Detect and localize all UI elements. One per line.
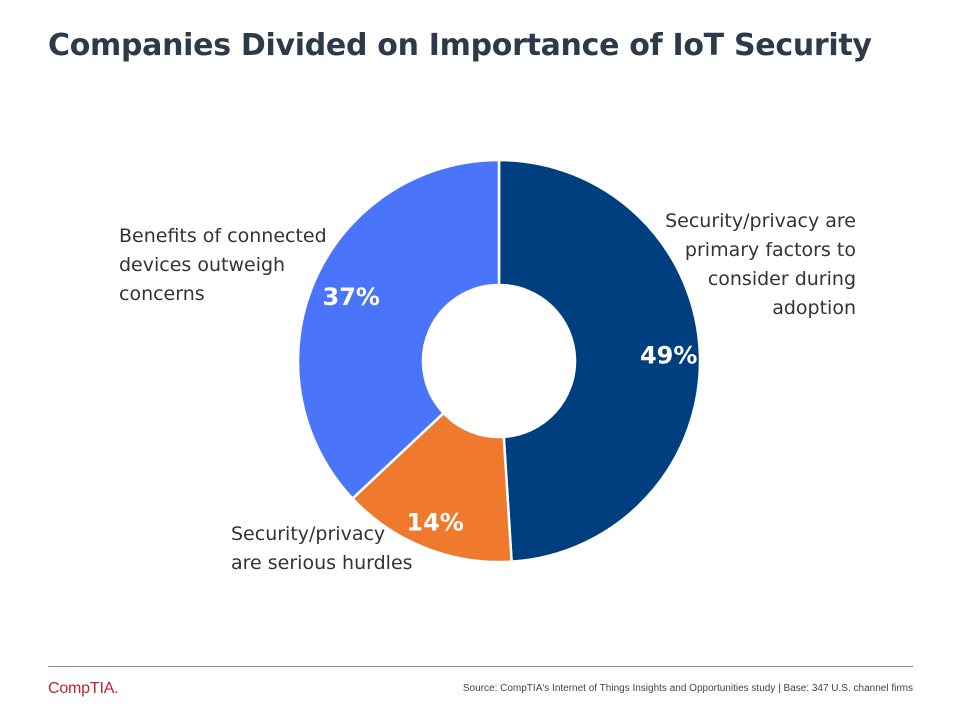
slice-label-benefits: Benefits of connected devices outweigh c… (119, 222, 327, 309)
slice-label-line: devices outweigh (119, 254, 286, 276)
donut-slice (497, 158, 702, 563)
slice-value-label: 14% (406, 508, 463, 536)
slice-label-primary-factors: Security/privacy are primary factors to … (665, 207, 856, 323)
slice-value-label: 37% (323, 283, 380, 311)
slice-label-line: Security/privacy (231, 523, 386, 545)
slice-label-line: are serious hurdles (231, 552, 413, 574)
page-title: Companies Divided on Importance of IoT S… (48, 28, 872, 63)
slice-value-label: 49% (640, 342, 697, 370)
slice-label-line: consider during (707, 268, 856, 290)
slice-label-line: adoption (772, 297, 856, 319)
donut-slice (296, 158, 501, 501)
donut-slice (350, 411, 513, 564)
slice-label-serious-hurdles: Security/privacy are serious hurdles (231, 520, 413, 578)
slice-label-line: concerns (119, 283, 205, 305)
slice-label-line: Security/privacy are (665, 210, 856, 232)
slice-label-line: Benefits of connected (119, 225, 327, 247)
footer-divider (48, 666, 913, 667)
source-note: Source: CompTIA's Internet of Things Ins… (462, 683, 913, 694)
slice-label-line: primary factors to (684, 239, 856, 261)
comptia-logo: CompTIA. (48, 680, 119, 697)
